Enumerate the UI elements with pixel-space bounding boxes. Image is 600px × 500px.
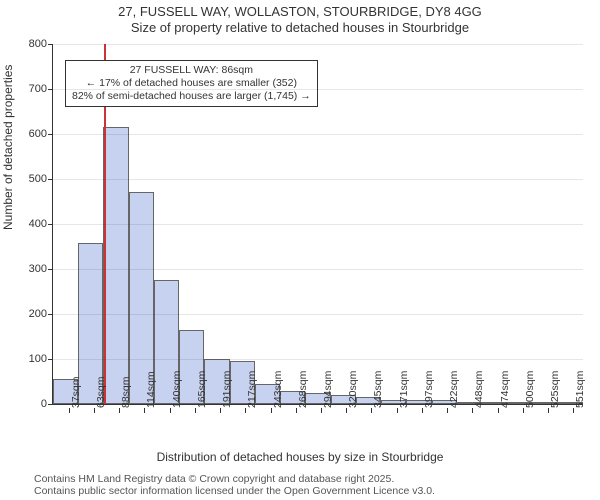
grid-line	[53, 134, 583, 135]
x-tick-label: 371sqm	[398, 371, 410, 408]
x-tick-label: 448sqm	[473, 371, 485, 408]
x-tick-label: 191sqm	[221, 371, 233, 408]
x-tick-label: 243sqm	[272, 371, 284, 408]
y-tick-label: 700	[29, 83, 47, 95]
x-tick-label: 320sqm	[347, 371, 359, 408]
x-tick-label: 345sqm	[372, 371, 384, 408]
x-tick-label: 268sqm	[297, 371, 309, 408]
grid-line	[53, 224, 583, 225]
x-tick-label: 88sqm	[120, 376, 132, 408]
grid-line	[53, 269, 583, 270]
title-line-1: 27, FUSSELL WAY, WOLLASTON, STOURBRIDGE,…	[0, 4, 600, 20]
x-tick-label: 37sqm	[70, 376, 82, 408]
footer-line-1: Contains HM Land Registry data © Crown c…	[34, 473, 435, 486]
annotation-line-1: 27 FUSSELL WAY: 86sqm	[72, 64, 311, 77]
x-tick-label: 114sqm	[145, 371, 157, 408]
x-tick-label: 474sqm	[499, 371, 511, 408]
y-tick-label: 0	[41, 398, 47, 410]
grid-line	[53, 314, 583, 315]
y-tick-label: 800	[29, 38, 47, 50]
y-tick-label: 500	[29, 173, 47, 185]
x-tick-label: 500sqm	[524, 371, 536, 408]
x-tick-label: 551sqm	[574, 371, 586, 408]
annotation-box: 27 FUSSELL WAY: 86sqm ← 17% of detached …	[65, 60, 318, 107]
histogram-bar	[103, 127, 128, 404]
x-tick-label: 140sqm	[171, 371, 183, 408]
chart-title: 27, FUSSELL WAY, WOLLASTON, STOURBRIDGE,…	[0, 4, 600, 37]
x-axis-label: Distribution of detached houses by size …	[0, 450, 600, 464]
footer-attribution: Contains HM Land Registry data © Crown c…	[34, 473, 435, 498]
title-line-2: Size of property relative to detached ho…	[0, 20, 600, 36]
grid-line	[53, 44, 583, 45]
x-tick-label: 63sqm	[95, 376, 107, 408]
x-tick-label: 165sqm	[196, 371, 208, 408]
y-tick-label: 300	[29, 263, 47, 275]
y-tick-label: 200	[29, 308, 47, 320]
x-tick-label: 525sqm	[549, 371, 561, 408]
footer-line-2: Contains public sector information licen…	[34, 485, 435, 498]
plot-area: 27 FUSSELL WAY: 86sqm ← 17% of detached …	[52, 44, 583, 405]
chart-container: 27, FUSSELL WAY, WOLLASTON, STOURBRIDGE,…	[0, 0, 600, 500]
y-tick-label: 600	[29, 128, 47, 140]
x-tick-label: 217sqm	[246, 371, 258, 408]
x-tick-label: 422sqm	[448, 371, 460, 408]
y-tick-label: 400	[29, 218, 47, 230]
y-tick-label: 100	[29, 353, 47, 365]
grid-line	[53, 179, 583, 180]
grid-line	[53, 89, 583, 90]
grid-line	[53, 359, 583, 360]
y-axis-label: Number of detached properties	[1, 65, 15, 230]
annotation-line-3: 82% of semi-detached houses are larger (…	[72, 90, 311, 103]
x-tick-label: 397sqm	[423, 371, 435, 408]
x-tick-label: 294sqm	[322, 371, 334, 408]
